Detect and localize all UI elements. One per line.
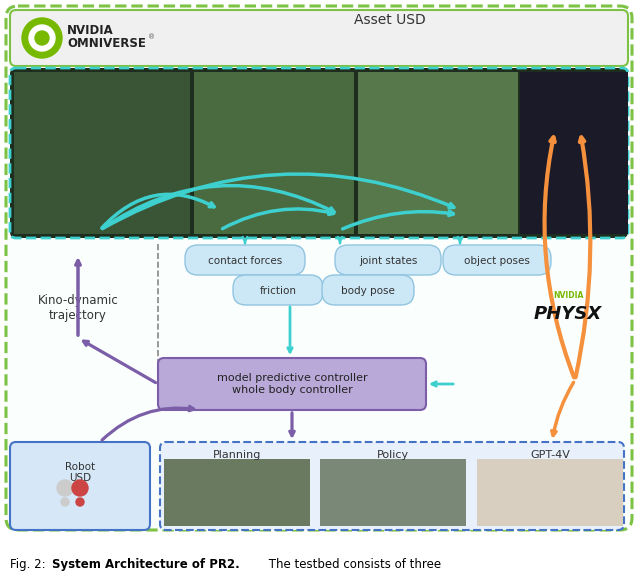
Text: The testbed consists of three: The testbed consists of three [265,558,441,571]
FancyBboxPatch shape [10,442,150,530]
FancyBboxPatch shape [160,442,624,530]
Text: System Architecture of PR2.: System Architecture of PR2. [52,558,240,571]
Circle shape [35,31,49,45]
Text: Kino-dynamic
trajectory: Kino-dynamic trajectory [38,294,118,322]
FancyBboxPatch shape [320,459,466,526]
FancyBboxPatch shape [358,72,518,234]
FancyBboxPatch shape [10,68,628,238]
Text: USD: USD [69,473,91,483]
FancyBboxPatch shape [443,245,551,275]
FancyBboxPatch shape [158,358,426,410]
Text: object poses: object poses [464,256,530,266]
Text: NVIDIA: NVIDIA [553,292,583,301]
FancyBboxPatch shape [164,459,310,526]
Text: ®: ® [148,34,155,40]
FancyBboxPatch shape [233,275,323,305]
FancyBboxPatch shape [477,459,623,526]
Text: model predictive controller
whole body controller: model predictive controller whole body c… [217,373,367,395]
Circle shape [61,498,69,506]
Circle shape [76,498,84,506]
Text: PHYSX: PHYSX [534,305,602,323]
Text: GPT-4V: GPT-4V [530,450,570,460]
Circle shape [57,480,73,496]
FancyBboxPatch shape [14,72,190,234]
FancyBboxPatch shape [335,245,441,275]
FancyBboxPatch shape [322,275,414,305]
FancyBboxPatch shape [194,72,354,234]
Circle shape [72,480,88,496]
Text: Robot: Robot [65,462,95,472]
Text: OMNIVERSE: OMNIVERSE [67,37,146,50]
Text: Fig. 2:: Fig. 2: [10,558,49,571]
Circle shape [22,18,62,58]
FancyBboxPatch shape [10,10,628,66]
Text: Planning: Planning [213,450,261,460]
Circle shape [29,25,55,51]
Text: NVIDIA: NVIDIA [67,24,114,37]
FancyBboxPatch shape [6,6,632,530]
Text: contact forces: contact forces [208,256,282,266]
Text: friction: friction [259,286,296,296]
Text: Asset USD: Asset USD [354,13,426,27]
FancyBboxPatch shape [520,72,628,234]
Text: joint states: joint states [359,256,417,266]
Text: body pose: body pose [341,286,395,296]
FancyBboxPatch shape [185,245,305,275]
Text: Policy: Policy [377,450,409,460]
